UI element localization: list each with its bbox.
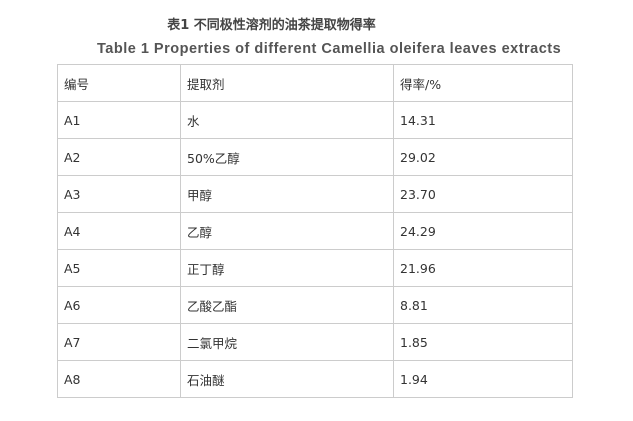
table-cell: 1.85 bbox=[393, 323, 573, 361]
table-row: A4 乙醇 24.29 bbox=[57, 212, 573, 250]
table-cell: A4 bbox=[57, 212, 181, 250]
table-cell: 29.02 bbox=[393, 138, 573, 176]
extracts-table: 编号 提取剂 得率/% A1 水 14.31 A2 50%乙醇 29.02 A3 甲醇 23.7… bbox=[57, 64, 573, 398]
header-row: 编号 提取剂 得率/% bbox=[57, 64, 573, 102]
table-cell: A5 bbox=[57, 249, 181, 287]
table-row: A7 二氯甲烷 1.85 bbox=[57, 323, 573, 361]
table-cell: A6 bbox=[57, 286, 181, 324]
table-title-english: Table 1 Properties of different Camellia… bbox=[97, 41, 562, 57]
table-cell: 14.31 bbox=[393, 101, 573, 139]
table-cell: 甲醇 bbox=[180, 175, 394, 213]
header-cell: 提取剂 bbox=[180, 64, 394, 102]
table-cell: 23.70 bbox=[393, 175, 573, 213]
table-cell: 正丁醇 bbox=[180, 249, 394, 287]
table-cell: 8.81 bbox=[393, 286, 573, 324]
table-cell: A7 bbox=[57, 323, 181, 361]
table-cell: 乙酸乙酯 bbox=[180, 286, 394, 324]
table-row: A8 石油醚 1.94 bbox=[57, 360, 573, 398]
table-row: A5 正丁醇 21.96 bbox=[57, 249, 573, 287]
table-cell: 乙醇 bbox=[180, 212, 394, 250]
table-cell: 24.29 bbox=[393, 212, 573, 250]
table-cell: A1 bbox=[57, 101, 181, 139]
table-cell: 水 bbox=[180, 101, 394, 139]
table-cell: 石油醚 bbox=[180, 360, 394, 398]
table-row: A1 水 14.31 bbox=[57, 101, 573, 139]
table-cell: 1.94 bbox=[393, 360, 573, 398]
table-row: A6 乙酸乙酯 8.81 bbox=[57, 286, 573, 324]
table-row: A2 50%乙醇 29.02 bbox=[57, 138, 573, 176]
table-cell: A2 bbox=[57, 138, 181, 176]
table-cell: 二氯甲烷 bbox=[180, 323, 394, 361]
table-title-chinese: 表1 不同极性溶剂的油茶提取物得率 bbox=[167, 18, 376, 33]
header-cell: 得率/% bbox=[393, 64, 573, 102]
table-cell: 21.96 bbox=[393, 249, 573, 287]
table-cell: A3 bbox=[57, 175, 181, 213]
header-cell: 编号 bbox=[57, 64, 181, 102]
table-cell: 50%乙醇 bbox=[180, 138, 394, 176]
table-cell: A8 bbox=[57, 360, 181, 398]
table-row: A3 甲醇 23.70 bbox=[57, 175, 573, 213]
